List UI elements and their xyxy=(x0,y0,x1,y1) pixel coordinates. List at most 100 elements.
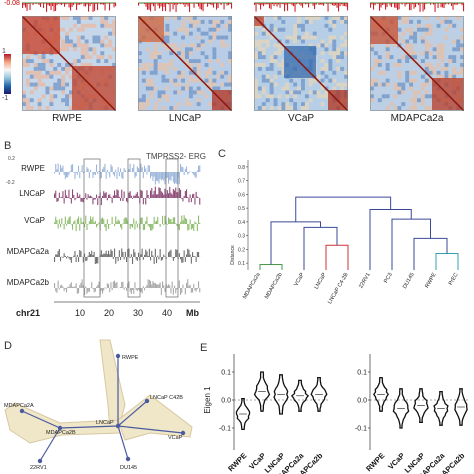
tree-node xyxy=(115,353,121,359)
dendro-link xyxy=(303,226,338,270)
heatmap-diagonal xyxy=(138,16,232,111)
violin-ytick-label: 0.1 xyxy=(221,370,231,377)
tree-edge xyxy=(39,427,61,462)
heatmap-diagonal xyxy=(254,16,348,111)
chrom-label: chr21 xyxy=(16,308,41,318)
heatmap-frame xyxy=(22,16,116,111)
top-track-bars xyxy=(254,3,349,12)
scale-top: 0.2 xyxy=(8,156,15,162)
dendro-leaf-label: LNCaP C4-2B xyxy=(327,272,350,305)
dendro-link xyxy=(295,196,392,222)
track-label-vcap: VCaP xyxy=(24,216,45,225)
top-track-value: -0.08 xyxy=(4,0,20,7)
dendrogram: Distance 0.1 0.2 0.3 0.4 0.5 0.6 0.7 0.8 MDAPCa2… xyxy=(230,160,460,305)
tree-edge xyxy=(117,425,129,460)
tree-node xyxy=(37,458,43,464)
tree-node xyxy=(180,430,186,436)
dendro-leaf-label: MDAPCa2b xyxy=(264,272,284,300)
heatmap-diagonal xyxy=(370,16,464,111)
tree-node-label: MDAPCa2B xyxy=(46,430,76,436)
dendro-link xyxy=(369,209,412,270)
dendro-leaf-label: PC3 xyxy=(383,272,394,284)
panel-b-tracks xyxy=(54,158,201,303)
violin-shape xyxy=(273,374,289,415)
heatmap-label-mdapca2a: MDAPCa2a xyxy=(390,113,444,124)
heatmap-frame xyxy=(254,16,348,111)
violin-shape xyxy=(392,388,410,429)
tick-20: 20 xyxy=(104,308,115,318)
track-label-mdapca2b: MDAPCa2b xyxy=(6,278,49,287)
heatmap-mdapca2a xyxy=(370,16,464,111)
track-mdapca2a xyxy=(54,248,201,264)
heatmap-diagonal xyxy=(22,16,116,111)
tree-node xyxy=(125,456,131,462)
tree-node xyxy=(19,408,25,414)
tree-edge xyxy=(21,410,61,429)
panel-a-top-tracks xyxy=(22,2,465,12)
violin-shape xyxy=(433,390,449,426)
track-label-lncap: LNCaP xyxy=(19,189,45,198)
violin-shape xyxy=(253,371,271,412)
dendro-ytick-label: 0.6 xyxy=(238,192,245,198)
tree-node-label: LNCaP C42B xyxy=(150,395,183,401)
tick-10: 10 xyxy=(75,308,86,318)
track-lncap xyxy=(54,186,201,206)
colorbar-top-label: 1 xyxy=(2,48,6,55)
violin-ytick-label: 0.1 xyxy=(357,370,367,377)
dendro-leaf-label: LNCaP xyxy=(314,272,328,291)
violin-shape xyxy=(290,379,310,412)
tick-30: 30 xyxy=(133,308,144,318)
top-track-bars xyxy=(370,3,465,12)
dendro-ytick-label: 0.2 xyxy=(238,247,245,253)
tree-node-label: DU145 xyxy=(120,465,137,471)
tree-node xyxy=(115,423,121,429)
region-highlight-box xyxy=(127,158,141,298)
heatmap-label-lncap: LNCaP xyxy=(168,113,202,124)
track-rwpe xyxy=(54,163,201,185)
panel-c-letter: C xyxy=(218,148,226,160)
violin-ylabel: Eigen 1 xyxy=(203,386,212,414)
violin-xlabel: RWPE xyxy=(226,451,248,473)
tree-edge xyxy=(117,425,184,434)
colorbar-bottom-label: -1 xyxy=(2,95,9,102)
dendro-ytick-label: 0.8 xyxy=(238,165,245,171)
dendro-leaf-label: PrEC xyxy=(448,272,460,286)
gene-label: TMPRSS2- ERG xyxy=(146,152,207,161)
heatmap-vcap xyxy=(254,16,348,111)
heatmap-frame xyxy=(138,16,232,111)
dendro-link xyxy=(259,264,283,270)
heatmap-frame xyxy=(370,16,464,111)
dendro-ytick-label: 0.3 xyxy=(238,234,245,240)
tree-node xyxy=(57,425,63,431)
dendro-leaf-label: MDAPCa2a xyxy=(242,271,262,300)
track-mdapca2b xyxy=(54,279,201,296)
track-vcap xyxy=(54,215,201,232)
violin-ytick-label: -0.1 xyxy=(219,426,231,433)
dendro-ytick-label: 0.5 xyxy=(238,206,245,212)
dendro-link xyxy=(391,218,431,270)
tree-node-label: MDAPCa2A xyxy=(4,403,34,409)
tree-node xyxy=(144,398,150,404)
tree-node-label: RWPE xyxy=(122,355,139,361)
heatmap-label-rwpe: RWPE xyxy=(52,113,82,124)
region-highlight-box xyxy=(83,158,101,298)
tree-network: RWPE MDAPCa2A MDAPCa2B LNCaP LNCaP C42B VCaP 2… xyxy=(4,339,193,471)
unit-label: Mb xyxy=(186,308,199,318)
dendro-ylabel: Distance xyxy=(230,245,236,265)
violin-shape xyxy=(310,376,328,412)
violin-shape xyxy=(454,388,468,426)
dendro-link xyxy=(270,221,321,265)
tree-band-right xyxy=(117,394,193,441)
violin-shape xyxy=(235,397,251,431)
dendro-ytick-label: 0.7 xyxy=(238,179,245,185)
violin-ytick-label: -0.1 xyxy=(355,426,367,433)
heatmap-cells xyxy=(138,16,232,110)
colorbar xyxy=(4,54,11,94)
dendro-link xyxy=(413,237,448,270)
dendro-leaf-label: 22RV1 xyxy=(358,272,372,289)
panel-a: -0.08 1 -1 RWPE LNCaP VCaP MDAPCa2a xyxy=(0,0,474,125)
tree-node-label: LNCaP xyxy=(96,420,114,426)
violin-xlabel: RWPE xyxy=(364,451,386,473)
heatmap-label-vcap: VCaP xyxy=(287,113,315,124)
tree-node-label: VCaP xyxy=(168,435,183,441)
